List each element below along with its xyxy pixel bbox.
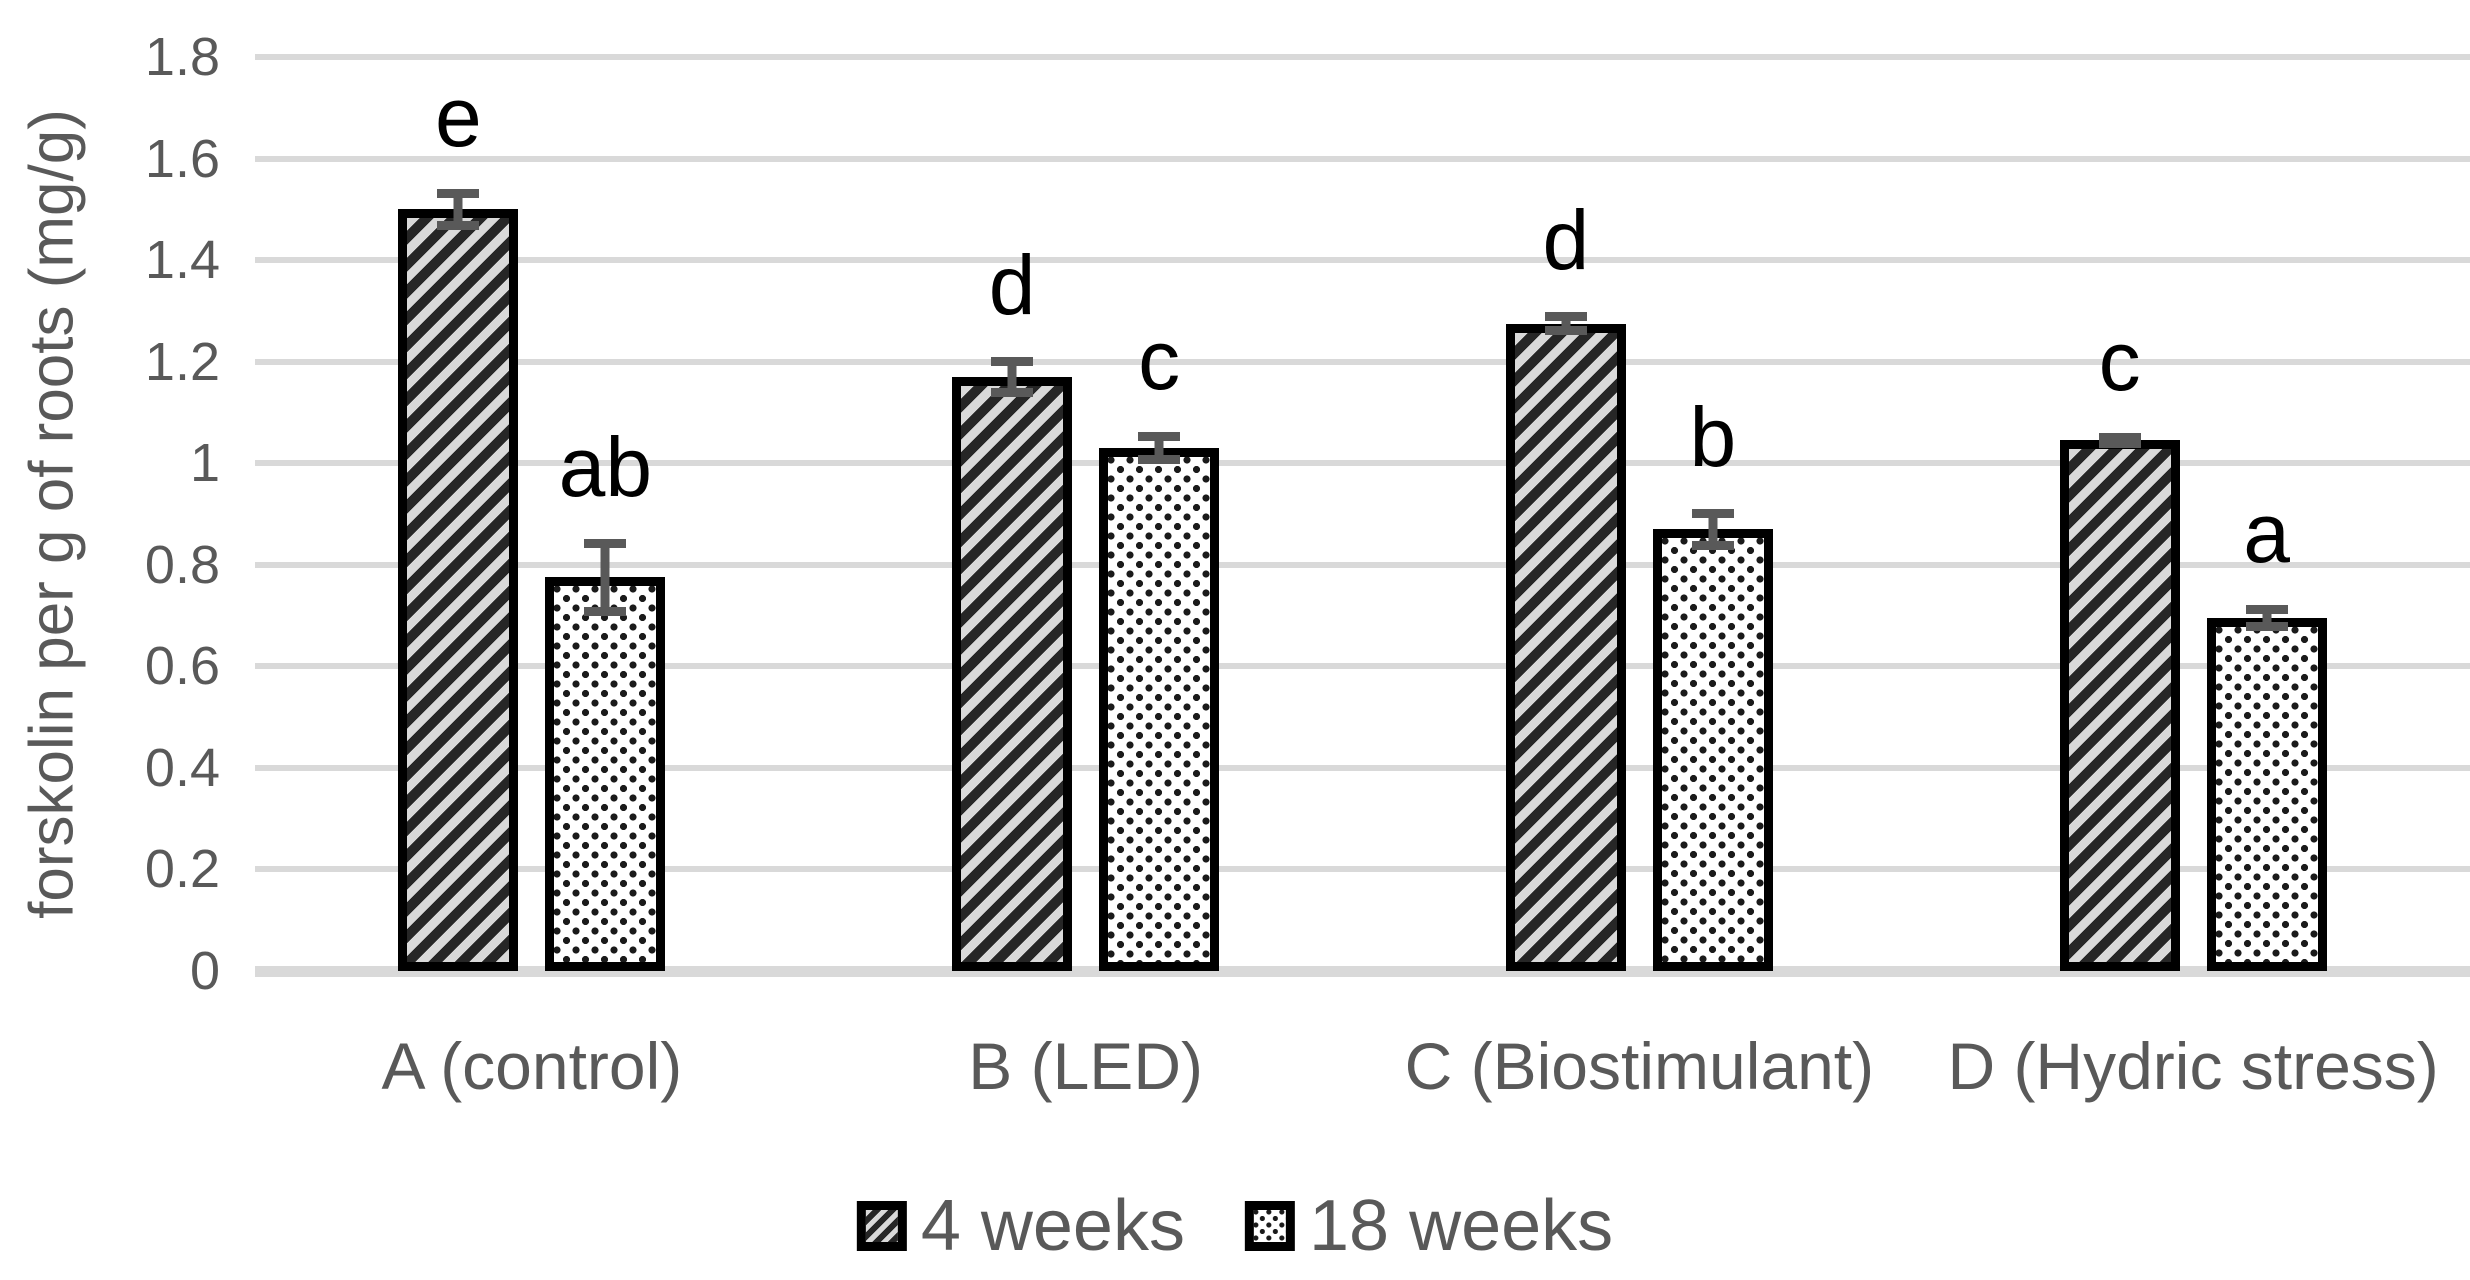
bar [1652,529,1773,971]
bar [952,376,1073,971]
x-axis-baseline [255,966,2470,977]
gridline [255,663,2470,670]
bar-slot: a [2206,491,2327,971]
error-bar-bottom-cap [2245,621,2288,631]
error-bar-stem [2262,605,2272,631]
bar [545,577,666,971]
error-bar [1691,508,1734,550]
bar-slot: e [398,75,519,971]
bar [398,209,519,971]
error-bar [584,539,627,616]
bar-slot: c [2059,319,2180,971]
gridline [255,561,2470,568]
bar [2206,618,2327,971]
x-axis-label: A (control) [381,1029,683,1103]
bar-group: e ab [255,75,809,971]
x-axis-label: B (LED) [968,1029,1203,1103]
error-bar [2245,605,2288,631]
y-tick-label: 1.2 [144,331,220,392]
legend-item: 18 weeks [1244,1186,1614,1266]
y-tick-label: 1.4 [144,230,220,291]
plot-area: e ab d c d b c a [255,0,2470,977]
error-bar [991,356,1034,398]
gridline [255,866,2470,873]
error-bar-stem [1154,431,1164,465]
error-bar-stem [600,539,610,616]
y-tick-label: 0 [189,941,220,1001]
error-bar-bottom-cap [437,220,480,230]
significance-letter: b [1689,389,1737,484]
error-bar-bottom-cap [584,606,627,616]
error-bar-stem [453,189,463,230]
error-bar-stem [1561,312,1571,335]
y-tick-label: 0.4 [144,737,220,798]
gridline [255,54,2470,60]
legend-swatch [1244,1201,1295,1251]
bar-slot: ab [545,425,666,971]
error-bar-stem [1007,356,1017,398]
y-tick-label: 0.2 [144,839,220,900]
bar [1099,448,1220,971]
gridline [255,764,2470,771]
legend-swatch [856,1201,907,1251]
significance-letter: c [2098,313,2141,408]
legend-item: 4 weeks [856,1186,1185,1266]
error-bar-stem [1708,508,1718,550]
error-bar-bottom-cap [1691,540,1734,550]
gridline [255,460,2470,467]
gridline [255,257,2470,264]
x-axis-label: D (Hydric stress) [1947,1029,2439,1103]
gridline [255,358,2470,365]
y-tick-label: 0.6 [144,636,220,697]
error-bar [1544,312,1587,335]
significance-letter: d [988,237,1036,332]
error-bar-bottom-cap [1544,325,1587,335]
significance-letter: e [435,70,482,165]
legend: 4 weeks 18 weeks [856,1186,1614,1266]
error-bar-bottom-cap [2098,439,2141,448]
bar-slot: d [1505,198,1626,971]
bar [1505,323,1626,971]
significance-letter: ab [558,420,653,515]
y-tick-label: 1 [189,433,220,494]
y-tick-label: 1.8 [144,27,220,87]
bar [2059,440,2180,971]
bar-series-area: e ab d c d b c a [255,0,2470,971]
x-axis-category-labels: A (control) B (LED) C (Biostimulant) D (Hyd… [255,1028,2470,1104]
significance-letter: a [2243,486,2290,581]
error-bar [1138,431,1181,465]
gridline [255,155,2470,162]
y-tick-label: 0.8 [144,534,220,595]
error-bar-bottom-cap [1138,455,1181,465]
error-bar-bottom-cap [991,388,1034,398]
x-axis-label: C (Biostimulant) [1404,1029,1875,1103]
legend-label: 18 weeks [1308,1186,1614,1266]
error-bar [2098,432,2141,448]
legend-label: 4 weeks [920,1186,1185,1266]
bar-slot: b [1652,395,1773,971]
significance-letter: c [1138,312,1181,407]
bar-slot: d [952,243,1073,971]
error-bar [437,189,480,230]
y-tick-label: 1.6 [144,128,220,189]
significance-letter: d [1542,193,1590,288]
bar-slot: c [1099,318,1220,971]
